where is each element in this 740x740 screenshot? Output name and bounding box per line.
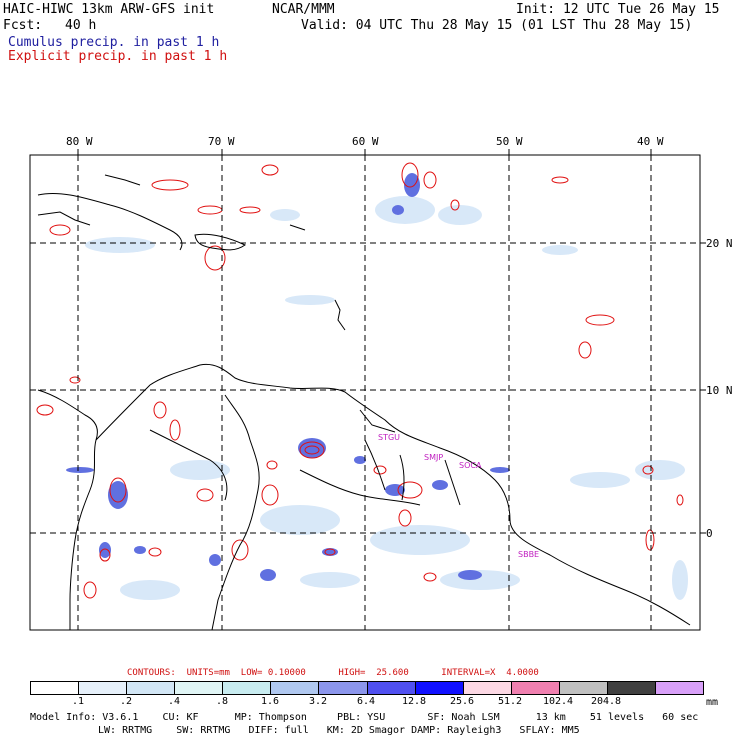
lon-label-50w: 50 W — [496, 135, 523, 148]
colorbar-swatch — [31, 682, 79, 694]
lat-label-10n: 10 N — [706, 384, 733, 397]
colorbar-tick-label: 204.8 — [590, 696, 622, 707]
contours-info: CONTOURS: UNITS=mm LOW= 0.10000 HIGH= 25… — [127, 668, 539, 678]
colorbar-tick-label: .2 — [119, 696, 133, 707]
legend-explicit: Explicit precip. in past 1 h — [8, 49, 228, 64]
colorbar-tick-label: 6.4 — [356, 696, 376, 707]
colorbar-tick-label: 3.2 — [308, 696, 328, 707]
colorbar — [30, 681, 704, 695]
legend-cumulus: Cumulus precip. in past 1 h — [8, 35, 220, 50]
model-info-line2: LW: RRTMG SW: RRTMG DIFF: full KM: 2D Sm… — [98, 725, 580, 736]
colorbar-swatch — [78, 682, 127, 694]
colorbar-swatch — [174, 682, 223, 694]
colorbar-tick-label: 25.6 — [449, 696, 475, 707]
map-frame — [29, 154, 701, 631]
colorbar-ticks: .1 .2 .4 .8 1.6 3.2 6.4 12.8 25.6 51.2 102.4 204.8 — [30, 696, 720, 708]
colorbar-swatch — [510, 682, 559, 694]
colorbar-tick-label: .4 — [167, 696, 181, 707]
model-title: HAIC-HIWC 13km ARW-GFS init — [3, 2, 215, 17]
lon-label-70w: 70 W — [208, 135, 235, 148]
colorbar-swatch — [222, 682, 271, 694]
fcst-label: Fcst: — [3, 18, 43, 33]
lon-label-60w: 60 W — [352, 135, 379, 148]
colorbar-swatch — [270, 682, 319, 694]
colorbar-swatch — [462, 682, 511, 694]
valid-time: Valid: 04 UTC Thu 28 May 15 (01 LST Thu … — [301, 18, 693, 33]
colorbar-swatch — [318, 682, 367, 694]
colorbar-swatch — [655, 682, 704, 694]
colorbar-unit: mm — [706, 697, 719, 708]
colorbar-tick-label: 1.6 — [260, 696, 280, 707]
colorbar-tick-label: 51.2 — [497, 696, 523, 707]
model-info-line1: Model Info: V3.6.1 CU: KF MP: Thompson P… — [30, 712, 699, 723]
fcst-value: 40 h — [65, 18, 97, 33]
region-label-stgu: STGU — [378, 433, 401, 442]
colorbar-tick-label: 102.4 — [542, 696, 574, 707]
init-time: Init: 12 UTC Tue 26 May 15 — [516, 2, 720, 17]
region-label-soca: SOCA — [459, 461, 482, 470]
colorbar-swatch — [558, 682, 607, 694]
colorbar-swatch — [366, 682, 415, 694]
lat-lon-grid — [30, 155, 700, 630]
light-precip-shading — [85, 196, 688, 600]
lon-label-80w: 80 W — [66, 135, 93, 148]
colorbar-swatch — [126, 682, 175, 694]
grid-tick-marks — [77, 149, 706, 534]
lat-label-20n: 20 N — [706, 237, 733, 250]
org-label: NCAR/MMM — [272, 2, 335, 17]
region-label-sbbe: SBBE — [518, 550, 540, 559]
coastlines — [37, 174, 691, 631]
lat-label-0: 0 — [706, 527, 713, 540]
colorbar-tick-label: .1 — [71, 696, 85, 707]
colorbar-tick-label: .8 — [215, 696, 229, 707]
lon-label-40w: 40 W — [637, 135, 664, 148]
region-label-smjp: SMJP — [424, 453, 444, 462]
explicit-precip-contours — [36, 162, 684, 599]
colorbar-swatch — [606, 682, 656, 694]
colorbar-tick-label: 12.8 — [401, 696, 427, 707]
colorbar-swatch — [414, 682, 463, 694]
